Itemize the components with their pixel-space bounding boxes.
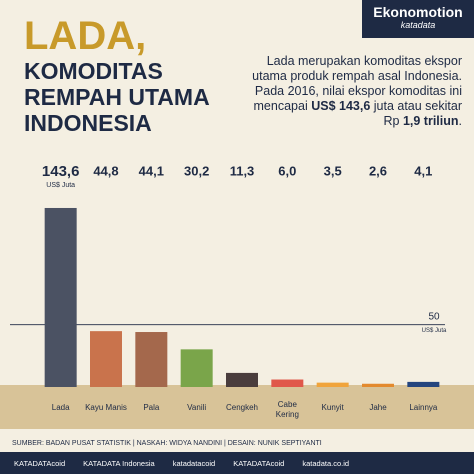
x-tick-label: Cabe Kering — [276, 400, 299, 419]
bar — [362, 383, 394, 387]
description-part: 1,9 triliun — [402, 114, 459, 128]
value-unit: US$ Juta — [46, 182, 75, 189]
bar — [407, 381, 440, 387]
title: LADA, — [24, 14, 147, 58]
bar — [271, 379, 304, 387]
social-handle: katadatacoid — [172, 458, 216, 468]
social-handle: katadata.co.id — [302, 458, 350, 468]
description-part: juta atau sekitar Rp — [370, 99, 462, 128]
x-tick-label: Lainnya — [409, 403, 438, 412]
x-tick-label: Pala — [143, 403, 160, 412]
description-part: US$ 143,6 — [311, 99, 371, 113]
value-label: 143,6 — [42, 163, 80, 180]
value-label: 44,8 — [93, 163, 118, 178]
bar — [44, 207, 77, 387]
value-label: 4,1 — [414, 163, 432, 178]
social-bar: KATADATAcoid KATADATA Indonesia katadataco… — [0, 452, 474, 474]
value-label: 11,3 — [230, 163, 255, 178]
subtitle: KOMODITAS REMPAH UTAMA INDONESIA — [24, 58, 209, 136]
bar — [226, 372, 258, 387]
x-tick-label: Cengkeh — [226, 403, 258, 412]
bar — [135, 332, 168, 387]
brand: Ekonomotion katadata — [362, 0, 474, 38]
bar — [90, 331, 122, 387]
value-label: 30,2 — [184, 163, 209, 178]
x-tick-label: Lada — [52, 403, 70, 412]
x-tick-label: Kayu Manis — [85, 403, 127, 412]
x-tick-label: Vanili — [187, 403, 206, 412]
brand-sub: katadata — [400, 20, 436, 30]
bar — [180, 349, 213, 387]
value-label: 3,5 — [324, 163, 342, 178]
x-tick-label: Jahe — [369, 403, 387, 412]
social-handle: KATADATAcoid — [233, 458, 285, 468]
value-label: 44,1 — [139, 163, 164, 178]
y-unit: US$ Juta — [422, 328, 447, 334]
y-tick-label: 50 — [428, 311, 440, 322]
value-label: 6,0 — [278, 163, 296, 178]
social-handle: KATADATAcoid — [14, 458, 66, 468]
bar — [316, 382, 349, 387]
social-handle: KATADATA Indonesia — [83, 458, 155, 468]
description-part: . — [458, 114, 462, 128]
description-part: Lada merupakan komoditas ekspor utama pr… — [252, 54, 462, 113]
x-tick-label: Kunyit — [322, 403, 345, 412]
value-label: 2,6 — [369, 163, 387, 178]
ground — [0, 385, 474, 429]
description: Lada merupakan komoditas ekspor utama pr… — [240, 54, 462, 129]
brand-name: Ekonomotion — [373, 4, 463, 20]
source: SUMBER: BADAN PUSAT STATISTIK | NASKAH: … — [12, 440, 322, 447]
